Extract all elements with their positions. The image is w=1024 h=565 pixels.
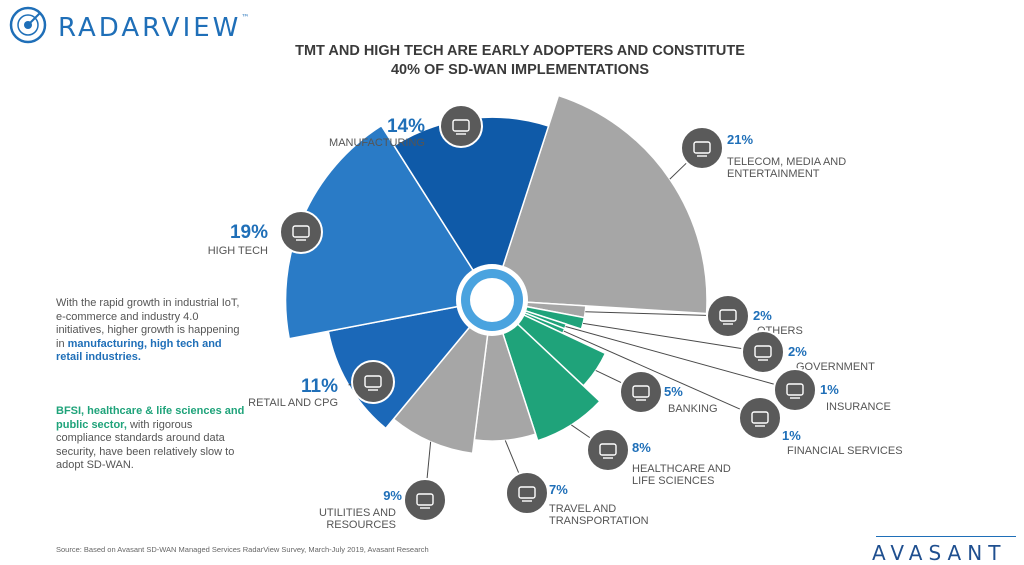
label-utilities-and-resources-1: UTILITIES AND — [319, 507, 396, 519]
label-healthcare-and-life-sciences-2: LIFE SCIENCES — [632, 475, 715, 487]
insurance-shield-icon — [774, 369, 816, 411]
label-insurance-1: INSURANCE — [826, 401, 891, 413]
pct-retail-and-cpg: 11% — [301, 376, 338, 397]
financial-chart-icon — [739, 397, 781, 439]
label-telecom-media-and-entertainment-1: TELECOM, MEDIA AND — [727, 156, 846, 168]
pct-high-tech: 19% — [230, 222, 268, 243]
government-building-icon — [742, 331, 784, 373]
pct-others: 2% — [753, 308, 772, 323]
pct-financial-services: 1% — [782, 428, 801, 443]
leader-line-utilities-and-resources — [427, 442, 431, 478]
label-financial-services-1: FINANCIAL SERVICES — [787, 445, 903, 457]
satellite-dish-icon — [681, 127, 723, 169]
pct-travel-and-transportation: 7% — [549, 482, 568, 497]
pct-telecom-media-and-entertainment: 21% — [727, 132, 753, 147]
pct-government: 2% — [788, 344, 807, 359]
leader-line-telecom-media-and-entertainment — [670, 163, 686, 179]
avasant-logo: AVASANT — [872, 541, 1006, 565]
label-utilities-and-resources-2: RESOURCES — [326, 519, 396, 531]
source-note: Source: Based on Avasant SD-WAN Managed … — [56, 545, 429, 554]
leader-line-banking — [596, 370, 621, 382]
label-healthcare-and-life-sciences-1: HEALTHCARE AND — [632, 463, 731, 475]
pct-banking: 5% — [664, 384, 683, 399]
label-travel-and-transportation-1: TRAVEL AND — [549, 503, 616, 515]
robot-arm-icon — [280, 211, 322, 253]
leader-line-healthcare-and-life-sciences — [571, 425, 590, 438]
label-telecom-media-and-entertainment-2: ENTERTAINMENT — [727, 168, 820, 180]
utilities-hands-icon — [404, 479, 446, 521]
note-bfsi: BFSI, healthcare & life sciences and pub… — [56, 405, 246, 473]
microscope-icon — [587, 429, 629, 471]
label-high-tech-1: HIGH TECH — [208, 245, 268, 257]
center-ring — [456, 264, 528, 336]
note-growth: With the rapid growth in industrial IoT,… — [56, 297, 246, 365]
banking-card-icon — [620, 371, 662, 413]
label-manufacturing-1: MANUFACTURING — [329, 137, 425, 149]
label-travel-and-transportation-2: TRANSPORTATION — [549, 515, 649, 527]
leader-line-travel-and-transportation — [505, 440, 518, 472]
factory-icon — [440, 105, 482, 147]
pct-insurance: 1% — [820, 382, 839, 397]
pct-utilities-and-resources: 9% — [383, 488, 402, 503]
pct-manufacturing: 14% — [387, 116, 425, 137]
note-growth-highlight: manufacturing, high tech and retail indu… — [56, 338, 222, 364]
airplane-icon — [506, 472, 548, 514]
pct-healthcare-and-life-sciences: 8% — [632, 440, 651, 455]
label-banking-1: BANKING — [668, 403, 718, 415]
label-government-1: GOVERNMENT — [796, 361, 875, 373]
more-dots-icon — [707, 295, 749, 337]
label-retail-and-cpg-1: RETAIL AND CPG — [248, 397, 338, 409]
shopping-cart-icon — [352, 361, 394, 403]
footer-divider — [876, 536, 1016, 537]
